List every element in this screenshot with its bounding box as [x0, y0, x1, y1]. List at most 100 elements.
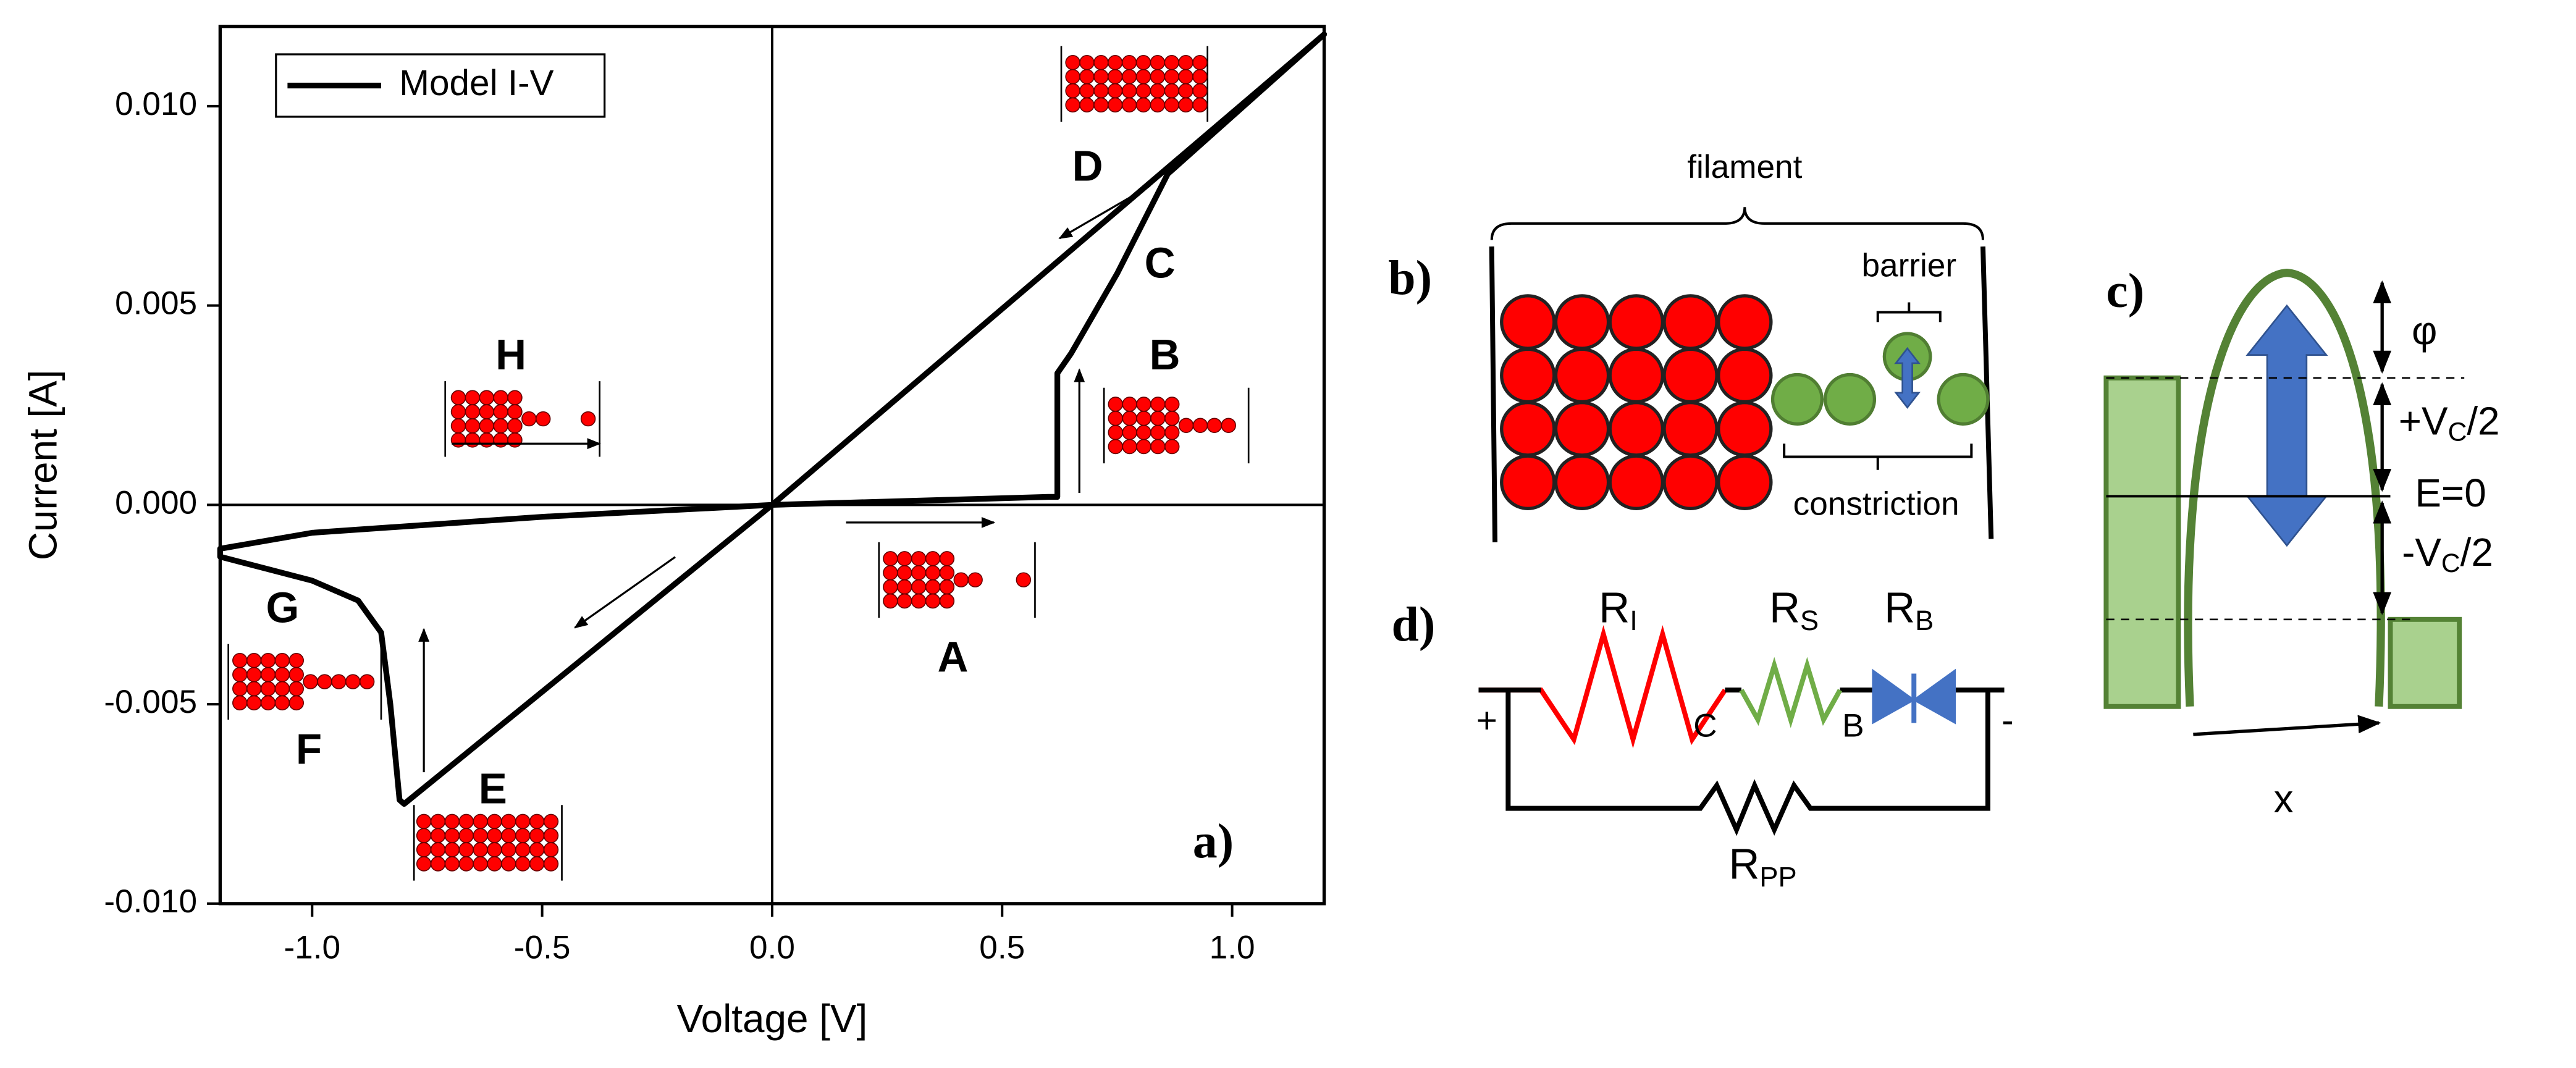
panel-label: a) — [1193, 814, 1234, 868]
atom — [883, 551, 898, 566]
atom-cluster — [878, 542, 1036, 618]
atom — [450, 432, 466, 448]
atom — [501, 828, 516, 844]
atom — [493, 418, 508, 434]
atom — [1554, 294, 1610, 350]
atom — [430, 842, 446, 857]
cluster-wall — [413, 805, 563, 881]
atom — [1150, 424, 1166, 440]
atom — [416, 814, 432, 830]
text: R — [1769, 584, 1800, 632]
text: +V — [2399, 398, 2448, 443]
atom — [444, 856, 460, 872]
y-tick-label: -0.010 — [104, 883, 197, 920]
atom — [1122, 439, 1137, 455]
atom — [543, 814, 559, 830]
atom — [1164, 55, 1179, 70]
atom — [507, 390, 523, 405]
atom — [1178, 69, 1193, 85]
atom — [288, 666, 304, 683]
atom — [1554, 454, 1610, 510]
cluster-wall — [1060, 46, 1209, 122]
state-label: G — [266, 584, 300, 632]
atom — [1107, 69, 1123, 85]
state-label: F — [296, 725, 322, 773]
diode — [1872, 668, 1956, 725]
atom — [359, 674, 375, 689]
atom — [458, 814, 474, 830]
atom — [1107, 55, 1123, 70]
atom — [515, 828, 531, 844]
atom — [274, 666, 290, 683]
atom — [501, 814, 516, 830]
atom — [1121, 69, 1137, 85]
atom-cluster — [227, 644, 382, 720]
atom — [1093, 69, 1109, 85]
constriction-label: constriction — [1793, 486, 1959, 522]
filament-atoms — [1500, 294, 1773, 510]
x-tick-label: 0.0 — [749, 929, 795, 965]
text: I — [1630, 605, 1638, 636]
rpp-label: RPP — [1728, 840, 1796, 893]
barrier-height — [2246, 304, 2328, 547]
atom — [1717, 347, 1773, 404]
atom — [246, 666, 262, 683]
atom — [521, 411, 537, 427]
atom — [450, 404, 466, 419]
cluster-wall — [878, 542, 1036, 618]
atom — [883, 565, 898, 581]
atom — [1093, 97, 1109, 113]
atom — [1662, 294, 1719, 350]
state-label: A — [938, 633, 969, 681]
x-label: x — [2274, 776, 2294, 821]
atom — [1192, 55, 1208, 70]
atom — [1937, 372, 1990, 426]
y-tick-label: 0.010 — [115, 86, 197, 122]
atom — [458, 828, 474, 844]
atom — [473, 856, 488, 872]
atom — [515, 856, 531, 872]
atom — [543, 856, 559, 872]
text: R — [1728, 840, 1759, 888]
atom — [501, 856, 516, 872]
atom — [260, 681, 276, 697]
atom — [1662, 454, 1719, 510]
atom — [543, 842, 559, 857]
atom — [1608, 401, 1665, 457]
ri-label: RI — [1599, 584, 1637, 636]
atom — [1093, 55, 1109, 70]
atom — [444, 842, 460, 857]
text: /2 — [2467, 398, 2499, 443]
panel-label: d) — [1392, 597, 1436, 652]
atom — [479, 432, 494, 448]
atom — [1079, 69, 1095, 85]
atom — [1500, 401, 1556, 457]
atom — [1107, 83, 1123, 99]
atom — [1135, 69, 1151, 85]
atom — [925, 551, 941, 566]
panel-b: b) filament barrier constriction — [1388, 149, 1994, 542]
atom — [232, 695, 248, 711]
atom — [1121, 97, 1137, 113]
atom — [430, 856, 446, 872]
x-tick-label: -0.5 — [514, 929, 571, 965]
atom — [1150, 411, 1166, 426]
y-tick-label: 0.000 — [115, 484, 197, 521]
atom — [1108, 397, 1123, 412]
iv-curve — [217, 31, 1328, 807]
brace — [1490, 207, 1984, 240]
resistor — [1739, 657, 1843, 728]
y-tick-label: 0.005 — [115, 285, 197, 322]
atom — [487, 856, 502, 872]
electrode — [2103, 375, 2181, 709]
node-label: B — [1842, 707, 1864, 744]
x-tick-label: -1.0 — [284, 929, 340, 965]
plus-label: + — [1476, 700, 1497, 741]
e0-label: E=0 — [2415, 471, 2486, 515]
atom — [232, 666, 248, 683]
text: -V — [2402, 530, 2441, 574]
atom — [473, 814, 488, 830]
atom — [897, 565, 912, 581]
atom — [1107, 97, 1123, 113]
